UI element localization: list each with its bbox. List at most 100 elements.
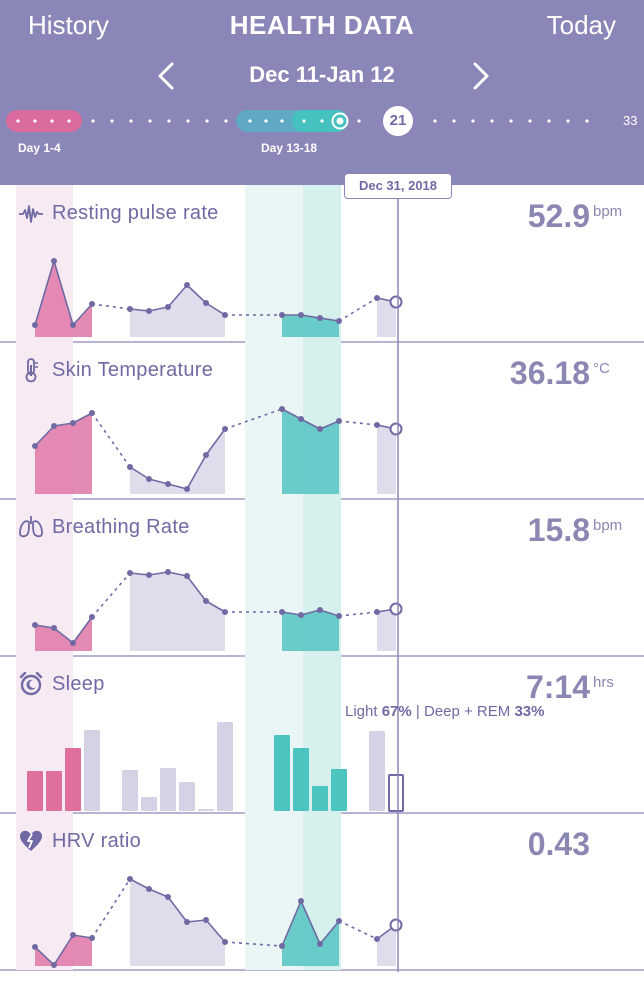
series-line <box>34 624 55 629</box>
thermometer-icon <box>25 358 38 383</box>
data-point <box>127 570 133 576</box>
series-line <box>167 284 188 308</box>
series-line <box>205 919 226 943</box>
data-point <box>298 416 304 422</box>
chevron-left-icon[interactable] <box>153 60 181 92</box>
timeline-dot <box>566 119 570 123</box>
series-line <box>129 878 150 890</box>
data-point <box>165 481 171 487</box>
panel-unit: bpm <box>593 203 623 220</box>
panel-unit: bpm <box>593 517 623 534</box>
data-point <box>222 939 228 945</box>
series-line <box>281 408 302 420</box>
series-line <box>129 466 150 480</box>
series-line <box>91 878 131 939</box>
data-point <box>32 944 38 950</box>
series-line <box>34 946 55 966</box>
sleep-bar <box>331 769 347 811</box>
data-point <box>374 295 380 301</box>
data-point <box>317 426 323 432</box>
data-point <box>165 304 171 310</box>
series-line <box>148 306 169 312</box>
series-line <box>300 609 321 616</box>
current-point <box>389 422 403 436</box>
data-point <box>374 609 380 615</box>
current-day-badge[interactable]: 21 <box>383 106 413 136</box>
data-point <box>32 622 38 628</box>
data-point <box>222 426 228 432</box>
history-button[interactable]: History <box>28 10 109 40</box>
current-point <box>389 602 403 616</box>
sleep-bar <box>46 771 62 811</box>
sleep-bar <box>198 809 214 811</box>
panel-title: HRV ratio <box>52 830 142 852</box>
series-line <box>129 308 150 312</box>
ovulation-band <box>303 185 341 970</box>
data-point <box>89 614 95 620</box>
area-fill <box>130 572 225 651</box>
today-button[interactable]: Today <box>546 10 616 40</box>
sleep-bar <box>274 735 290 811</box>
timeline-dot <box>91 119 95 123</box>
timeline-dot <box>452 119 456 123</box>
alarm-clock-icon <box>19 671 43 696</box>
series-line <box>224 408 283 430</box>
data-point <box>203 452 209 458</box>
data-point <box>32 443 38 449</box>
pulse-wave-icon <box>19 205 43 223</box>
series-line <box>53 934 74 966</box>
panel-value: 52.9 <box>527 198 590 234</box>
series-line <box>319 609 340 617</box>
area-fill <box>282 610 339 651</box>
series-line <box>338 420 378 426</box>
area-fill <box>282 409 339 494</box>
series-line <box>338 297 378 322</box>
data-point <box>317 607 323 613</box>
data-point <box>127 876 133 882</box>
data-point <box>222 609 228 615</box>
data-point <box>222 312 228 318</box>
series-line <box>281 900 302 947</box>
series-line <box>319 317 340 322</box>
header-bar <box>0 0 644 185</box>
data-point <box>279 943 285 949</box>
area-fill <box>35 413 92 494</box>
data-point <box>336 418 342 424</box>
series-line <box>53 422 74 427</box>
data-point <box>146 476 152 482</box>
data-point <box>70 640 76 646</box>
timeline-dot <box>50 119 54 123</box>
area-fill <box>130 429 225 494</box>
data-point <box>184 486 190 492</box>
timeline-dot <box>33 119 37 123</box>
timeline-dot <box>186 119 190 123</box>
data-point <box>70 932 76 938</box>
timeline-dot <box>248 119 252 123</box>
data-point <box>184 919 190 925</box>
area-fill <box>377 925 396 966</box>
area-fill <box>377 425 396 494</box>
timeline-dot <box>110 119 114 123</box>
timeline-dot <box>167 119 171 123</box>
data-point <box>279 312 285 318</box>
data-point <box>374 936 380 942</box>
chevron-right-icon[interactable] <box>466 60 494 92</box>
series-line <box>148 478 169 485</box>
series-line <box>186 454 207 490</box>
timeline-dot <box>585 119 589 123</box>
data-point <box>51 423 57 429</box>
series-line <box>319 920 340 945</box>
series-line <box>167 571 188 577</box>
panel-title: Resting pulse rate <box>52 202 219 224</box>
line-chart <box>32 258 403 337</box>
series-line <box>53 260 74 326</box>
data-point <box>32 322 38 328</box>
ovulation-marker <box>331 112 349 130</box>
sleep-bar <box>293 748 309 811</box>
data-point <box>146 308 152 314</box>
timeline-dot <box>16 119 20 123</box>
sleep-breakdown: Light 67% | Deep + REM 33% <box>345 703 545 720</box>
timeline-dot <box>224 119 228 123</box>
cycle-timeline[interactable] <box>0 100 644 185</box>
